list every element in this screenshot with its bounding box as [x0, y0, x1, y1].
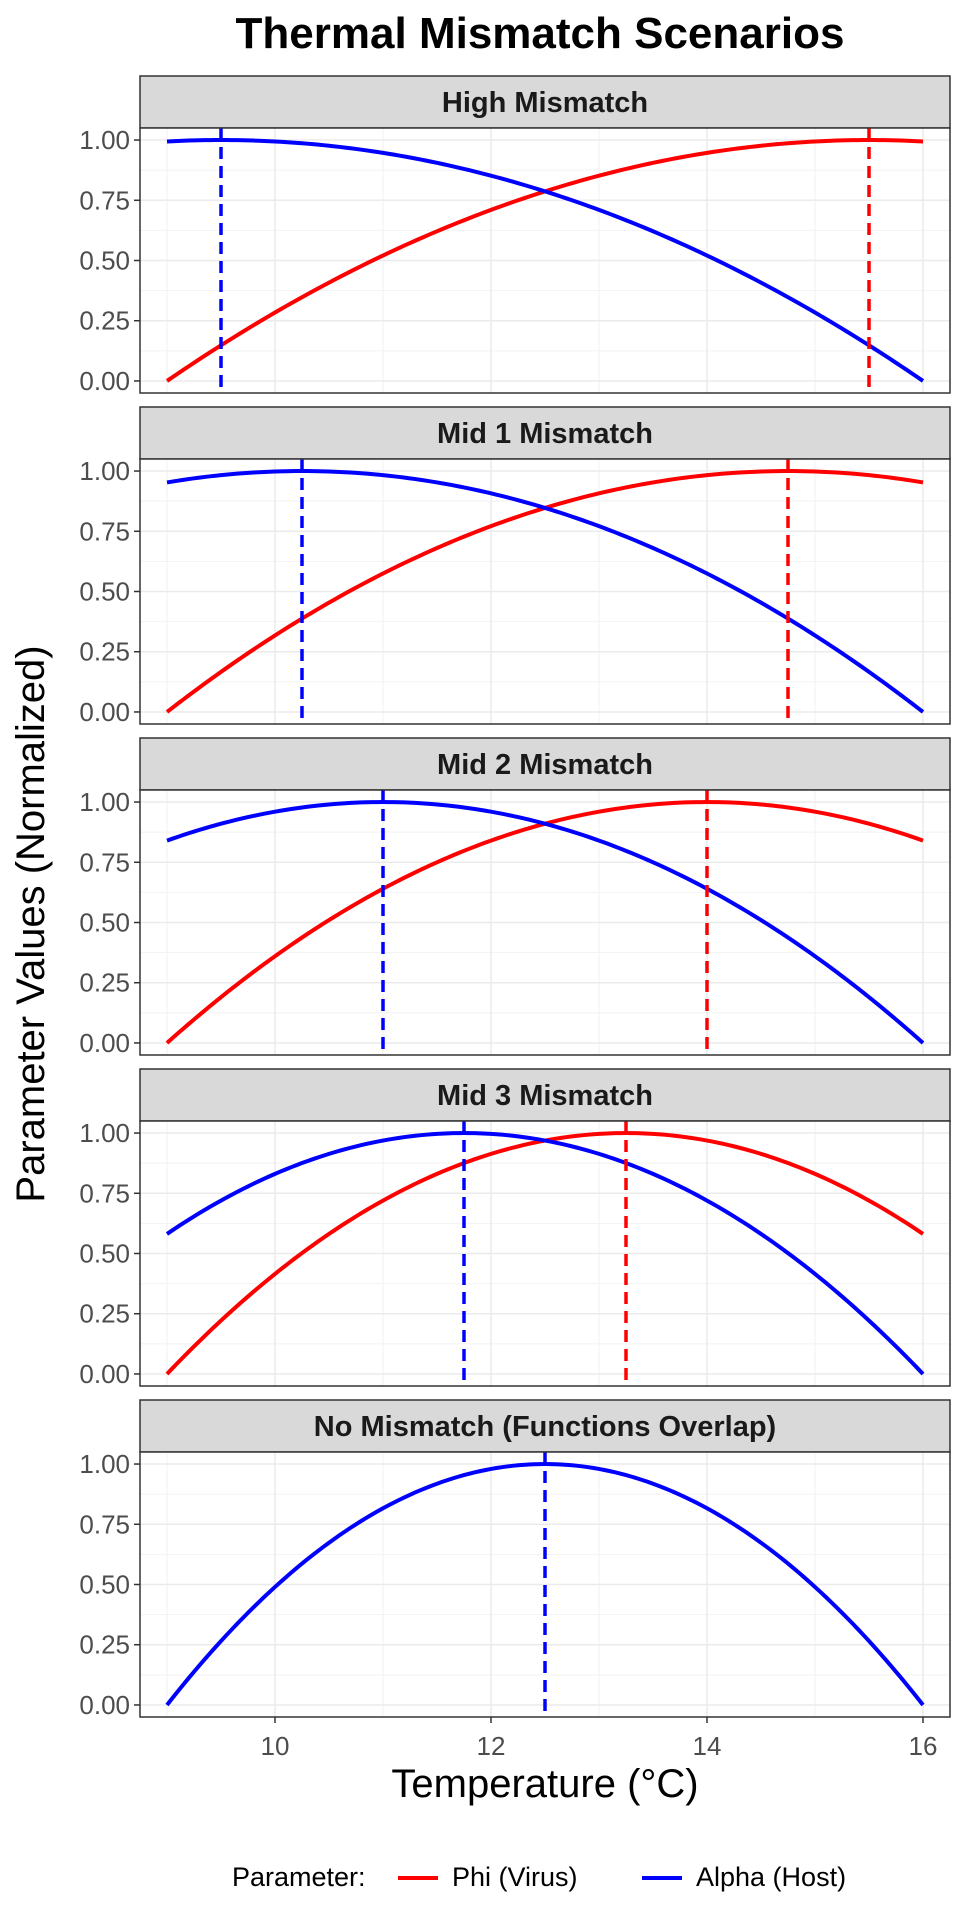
legend-label-phi: Phi (Virus): [452, 1862, 578, 1892]
x-tick-label: 10: [261, 1731, 290, 1761]
series-line-alpha: [166, 800, 925, 1045]
panel-border: [139, 1120, 951, 1387]
chart-title: Thermal Mismatch Scenarios: [236, 9, 845, 58]
strip-label: High Mismatch: [442, 87, 648, 119]
y-tick-label: 0.00: [79, 1359, 130, 1389]
y-tick-label: 0.75: [79, 516, 130, 546]
legend: Parameter: Phi (Virus) Alpha (Host): [232, 1862, 846, 1892]
legend-title: Parameter:: [232, 1862, 366, 1892]
y-tick-label: 0.75: [79, 1178, 130, 1208]
y-tick-label: 0.50: [79, 1239, 130, 1269]
y-tick-label: 0.50: [79, 577, 130, 607]
y-tick-label: 0.00: [79, 1690, 130, 1720]
series-line-alpha: [165, 1131, 925, 1376]
facet-panel-5: No Mismatch (Functions Overlap) 0.00 0.25 0…: [79, 1399, 951, 1761]
panel-border: [139, 1451, 951, 1718]
y-tick-label: 0.75: [79, 847, 130, 877]
y-axis-title: Parameter Values (Normalized): [9, 645, 53, 1202]
strip-label: Mid 3 Mismatch: [437, 1080, 653, 1112]
strip-label: Mid 2 Mismatch: [437, 749, 653, 781]
y-tick-label: 0.75: [79, 185, 130, 215]
strip-background: [139, 737, 951, 791]
legend-label-alpha: Alpha (Host): [696, 1862, 846, 1892]
strip-background: [139, 75, 951, 129]
facet-panel-3: Mid 2 Mismatch 0.00 0.25 0.50 0.75 1.00: [79, 737, 951, 1058]
y-tick-label: 0.50: [79, 908, 130, 938]
y-tick-label: 0.50: [79, 1570, 130, 1600]
y-tick-label: 1.00: [79, 1118, 130, 1148]
x-tick-label: 14: [693, 1731, 722, 1761]
y-tick-label: 0.25: [79, 1630, 130, 1660]
facet-panel-4: Mid 3 Mismatch 0.00 0.25 0.50 0.75 1.00: [79, 1068, 951, 1389]
x-tick-label: 16: [909, 1731, 938, 1761]
y-tick-label: 0.25: [79, 306, 130, 336]
panel-border: [139, 458, 951, 725]
y-tick-label: 1.00: [79, 787, 130, 817]
y-tick-label: 0.25: [79, 637, 130, 667]
y-tick-label: 1.00: [79, 456, 130, 486]
y-tick-label: 1.00: [79, 1449, 130, 1479]
y-tick-label: 0.00: [79, 1028, 130, 1058]
strip-background: [139, 1399, 951, 1453]
strip-background: [139, 406, 951, 460]
strip-label: Mid 1 Mismatch: [437, 418, 653, 450]
y-tick-label: 0.50: [79, 246, 130, 276]
facet-panel-2: Mid 1 Mismatch 0.00 0.25 0.50 0.75 1.00: [79, 406, 951, 727]
strip-label: No Mismatch (Functions Overlap): [314, 1411, 776, 1443]
y-tick-label: 0.00: [79, 697, 130, 727]
panel-border: [139, 127, 951, 394]
y-tick-label: 0.00: [79, 366, 130, 396]
facet-panel-1: High Mismatch 0.00 0.25 0.50 0.75 1.00: [79, 75, 951, 396]
x-axis-title: Temperature (°C): [391, 1762, 698, 1806]
strip-background: [139, 1068, 951, 1122]
y-tick-label: 1.00: [79, 125, 130, 155]
y-tick-label: 0.25: [79, 968, 130, 998]
series-line-alpha: [166, 469, 925, 714]
y-tick-label: 0.25: [79, 1299, 130, 1329]
panel-border: [139, 789, 951, 1056]
series-line-alpha: [165, 1462, 925, 1707]
x-tick-label: 12: [477, 1731, 506, 1761]
y-tick-label: 0.75: [79, 1509, 130, 1539]
series-line-alpha: [166, 138, 925, 383]
